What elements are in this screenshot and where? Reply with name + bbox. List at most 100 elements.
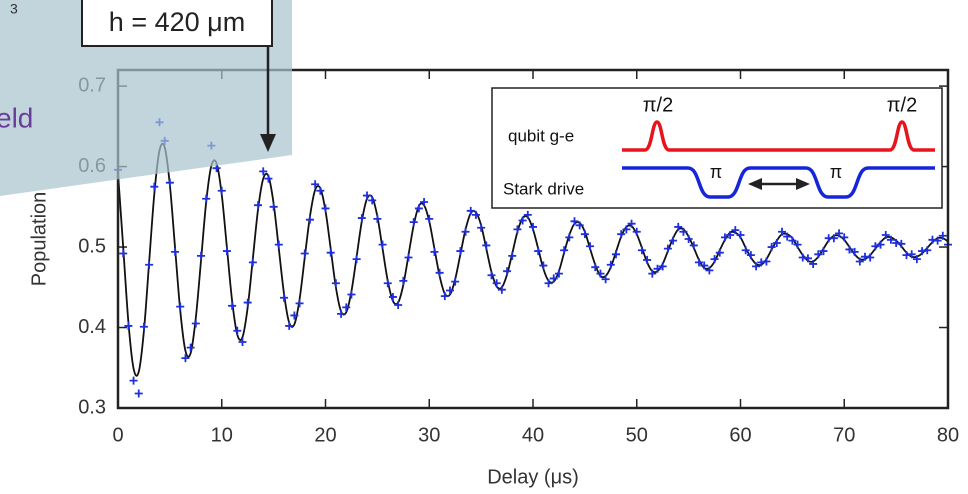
- data-point: [544, 279, 553, 288]
- data-point: [134, 389, 143, 398]
- data-point: [700, 261, 709, 270]
- data-point: [539, 261, 548, 270]
- data-point: [285, 321, 294, 330]
- data-point: [129, 376, 138, 385]
- stark-pulse-line: [622, 166, 935, 199]
- data-point: [783, 232, 792, 241]
- data-point: [274, 240, 283, 249]
- data-point: [477, 223, 486, 232]
- data-point: [912, 255, 921, 264]
- data-point: [305, 215, 314, 224]
- x-tick-label: 10: [211, 424, 233, 446]
- data-point: [637, 246, 646, 255]
- data-point: [580, 230, 589, 239]
- swap-arrow-head: [748, 178, 762, 190]
- data-point: [471, 210, 480, 219]
- data-point: [534, 247, 543, 256]
- data-point: [399, 276, 408, 285]
- data-point: [819, 247, 828, 256]
- data-point: [513, 225, 522, 234]
- x-tick-label: 20: [314, 424, 336, 446]
- pulse-label: π: [830, 162, 842, 182]
- data-point: [632, 227, 641, 236]
- data-point: [876, 240, 885, 249]
- data-point: [414, 204, 423, 213]
- data-point: [363, 191, 371, 200]
- data-point: [388, 292, 397, 301]
- x-tick-label: 30: [418, 424, 440, 446]
- x-tick-label: 80: [937, 424, 959, 446]
- data-point: [435, 268, 444, 277]
- data-point: [243, 298, 252, 307]
- data-point: [554, 269, 563, 278]
- data-point: [373, 214, 382, 223]
- data-point: [741, 246, 750, 255]
- data-point: [461, 227, 470, 236]
- data-point: [871, 242, 880, 251]
- data-point: [202, 194, 211, 203]
- x-tick-label: 60: [729, 424, 751, 446]
- data-point: [933, 236, 942, 245]
- data-point: [409, 218, 418, 227]
- data-point: [503, 267, 512, 276]
- data-point: [803, 254, 812, 263]
- data-point: [316, 186, 325, 195]
- pulse-label: π/2: [887, 94, 917, 116]
- data-point: [612, 250, 620, 259]
- data-point: [705, 266, 714, 275]
- y-tick-label: 0.5: [78, 235, 106, 257]
- data-point: [575, 221, 584, 230]
- arrow-head: [260, 134, 276, 152]
- data-point: [560, 246, 569, 255]
- data-point: [150, 182, 159, 191]
- data-point: [689, 241, 698, 250]
- data-point: [720, 233, 729, 242]
- data-point: [596, 269, 605, 278]
- data-point: [736, 230, 745, 239]
- data-point: [290, 311, 299, 320]
- y-axis-label: Population: [28, 192, 50, 287]
- y-tick-label: 0.3: [78, 396, 106, 418]
- data-point: [176, 302, 185, 311]
- qubit-pulse-line: [622, 120, 935, 152]
- data-point: [850, 247, 859, 256]
- data-point: [679, 227, 688, 236]
- data-point: [715, 248, 724, 257]
- data-point: [778, 227, 786, 236]
- data-point: [855, 257, 864, 266]
- data-point: [772, 239, 781, 248]
- data-point: [601, 275, 610, 284]
- data-point: [264, 174, 273, 183]
- data-point: [674, 222, 683, 231]
- data-point: [767, 243, 776, 252]
- overlay-corner-text: 3: [10, 1, 18, 17]
- pulse-label: π/2: [643, 94, 673, 116]
- data-point: [648, 269, 657, 278]
- data-point: [695, 258, 703, 267]
- data-point: [726, 230, 735, 239]
- pulse-label: π: [710, 162, 722, 182]
- data-point: [145, 260, 154, 269]
- data-point: [684, 235, 693, 243]
- x-tick-label: 70: [833, 424, 855, 446]
- data-point: [586, 242, 595, 251]
- data-point: [383, 279, 392, 288]
- data-point: [451, 277, 460, 286]
- data-point: [197, 251, 205, 260]
- data-point: [938, 231, 947, 240]
- data-point: [420, 197, 429, 206]
- inset-box: [491, 87, 943, 209]
- data-point: [508, 251, 517, 260]
- data-point: [886, 235, 895, 244]
- data-point: [814, 250, 823, 259]
- data-point: [617, 230, 626, 239]
- data-point: [809, 259, 818, 268]
- data-point: [321, 204, 330, 213]
- overlay-side-text: eld: [0, 102, 33, 133]
- data-point: [269, 202, 278, 211]
- data-point: [139, 322, 148, 331]
- data-point: [378, 240, 387, 249]
- data-point: [352, 255, 361, 264]
- height-label: h = 420 μm: [109, 7, 245, 37]
